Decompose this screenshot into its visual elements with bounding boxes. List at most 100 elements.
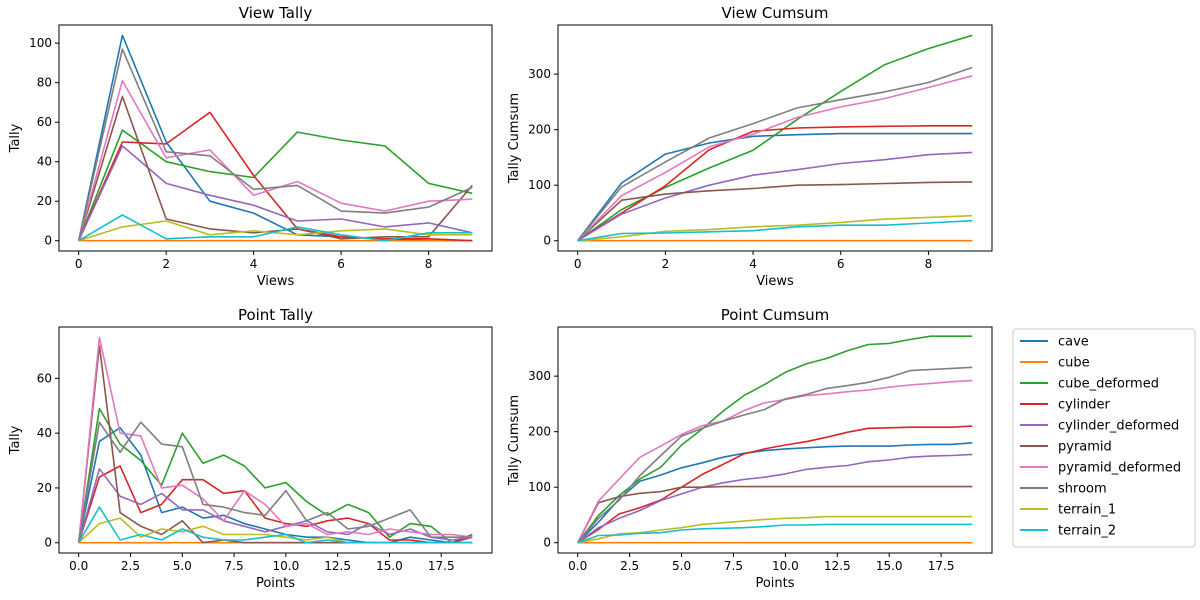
x-tick-label: 0.0 [568, 559, 587, 573]
y-tick-label: 20 [37, 194, 52, 208]
legend-label: cube [1058, 356, 1090, 371]
y-tick-label: 40 [37, 426, 52, 440]
legend-item: pyramid_deformed [1020, 461, 1181, 476]
legend-label: pyramid_deformed [1058, 461, 1181, 476]
series-line-shroom [77, 48, 473, 241]
chart-title: View Tally [239, 4, 313, 22]
y-tick-label: 0 [543, 536, 551, 550]
axes-frame [58, 326, 493, 554]
chart-title: Point Cumsum [721, 306, 830, 324]
series-line-terrain-2 [577, 219, 973, 242]
series-line-cube-deformed [577, 335, 973, 544]
y-tick-label: 40 [37, 155, 52, 169]
y-tick-label: 100 [29, 36, 52, 50]
x-tick-label: 2.5 [121, 559, 140, 573]
y-tick-label: 80 [37, 76, 52, 90]
x-tick-label: 7.5 [724, 559, 743, 573]
x-tick-label: 2 [662, 257, 670, 271]
legend-item: pyramid [1020, 440, 1112, 455]
legend-label: terrain_2 [1058, 524, 1116, 539]
series-line-cylinder-deformed [577, 151, 973, 242]
axes-frame [557, 24, 993, 252]
series-line-terrain-1 [577, 515, 973, 544]
legend-item: cube [1020, 356, 1090, 371]
x-tick-label: 0.0 [69, 559, 88, 573]
chart-title: View Cumsum [722, 4, 829, 22]
x-tick-label: 0 [574, 257, 582, 271]
series-line-cave [577, 442, 973, 544]
legend-item: terrain_2 [1020, 524, 1116, 539]
series-line-cylinder-deformed [77, 145, 473, 242]
x-tick-label: 12.5 [824, 559, 851, 573]
series-group [576, 335, 973, 544]
series-group [77, 34, 473, 242]
y-tick-label: 60 [37, 115, 52, 129]
x-tick-label: 5.0 [672, 559, 691, 573]
y-axis-label: Tally [8, 123, 23, 153]
y-tick-label: 300 [528, 369, 551, 383]
legend-items: cave cube cube_deformed cylinder cylinder_de… [1020, 335, 1181, 539]
x-tick-label: 7.5 [225, 559, 244, 573]
y-tick-label: 200 [528, 425, 551, 439]
chart-title: Point Tally [238, 306, 313, 324]
series-line-cube-deformed [77, 407, 473, 544]
y-tick-label: 0 [44, 234, 52, 248]
legend-label: cube_deformed [1058, 377, 1159, 392]
legend-item: cylinder [1020, 398, 1111, 413]
series-line-pyramid [576, 485, 973, 544]
x-tick-label: 4 [250, 257, 258, 271]
point-tally-chart: Point Tally 0.0 2.5 5.0 7.5 10.0 12.5 15.0 17.5 0… [8, 306, 493, 591]
x-tick-label: 0 [75, 257, 83, 271]
series-line-shroom [577, 66, 973, 242]
series-line-cylinder-deformed [77, 467, 473, 543]
point-cumsum-chart: Point Cumsum 0.0 2.5 5.0 7.5 10.0 12.5 15.0 17.5… [507, 306, 993, 591]
series-line-cylinder [77, 111, 473, 242]
legend-label: cave [1058, 335, 1089, 350]
y-tick-label: 20 [37, 481, 52, 495]
x-tick-label: 5.0 [173, 559, 192, 573]
series-line-pyramid [577, 181, 973, 242]
y-axis-label: Tally Cumsum [507, 395, 522, 486]
x-tick-label: 8 [425, 257, 433, 271]
series-line-pyramid-deformed [577, 75, 973, 242]
view-cumsum-chart: View Cumsum 0 2 4 6 8 0 100 200 300 Views Tally Cum… [507, 4, 993, 289]
series-line-terrain-2 [78, 506, 473, 544]
series-line-cylinder [77, 465, 473, 544]
y-tick-label: 100 [528, 480, 551, 494]
series-line-cube-deformed [77, 129, 473, 241]
x-tick-label: 6 [337, 257, 345, 271]
y-tick-label: 0 [44, 536, 52, 550]
x-tick-label: 15.0 [876, 559, 903, 573]
x-tick-label: 12.5 [324, 559, 351, 573]
legend-label: cylinder_deformed [1058, 419, 1179, 434]
x-axis-label: Points [755, 576, 794, 591]
series-line-terrain-2 [577, 523, 973, 544]
axes-frame [58, 24, 493, 252]
legend-label: shroom [1058, 482, 1107, 497]
y-axis-label: Tally Cumsum [507, 93, 522, 184]
series-line-cylinder [577, 125, 973, 242]
series-line-terrain-1 [78, 220, 473, 242]
legend-label: cylinder [1058, 398, 1111, 413]
x-tick-label: 10.0 [772, 559, 799, 573]
series-line-cave [77, 34, 473, 242]
series-group [77, 336, 473, 544]
x-tick-label: 17.5 [428, 559, 455, 573]
y-tick-label: 100 [528, 178, 551, 192]
x-tick-label: 8 [925, 257, 933, 271]
y-tick-label: 300 [528, 67, 551, 81]
x-axis-label: Points [256, 576, 295, 591]
legend-item: cube_deformed [1020, 377, 1159, 392]
x-tick-label: 4 [749, 257, 757, 271]
y-tick-label: 60 [37, 371, 52, 385]
x-tick-label: 17.5 [928, 559, 955, 573]
legend-label: terrain_1 [1058, 503, 1116, 518]
y-tick-label: 0 [543, 234, 551, 248]
legend-item: cave [1020, 335, 1089, 350]
x-tick-label: 15.0 [376, 559, 403, 573]
legend-item: shroom [1020, 482, 1107, 497]
y-axis-label: Tally [8, 425, 23, 455]
series-line-pyramid-deformed [77, 336, 473, 543]
x-tick-label: 2 [162, 257, 170, 271]
